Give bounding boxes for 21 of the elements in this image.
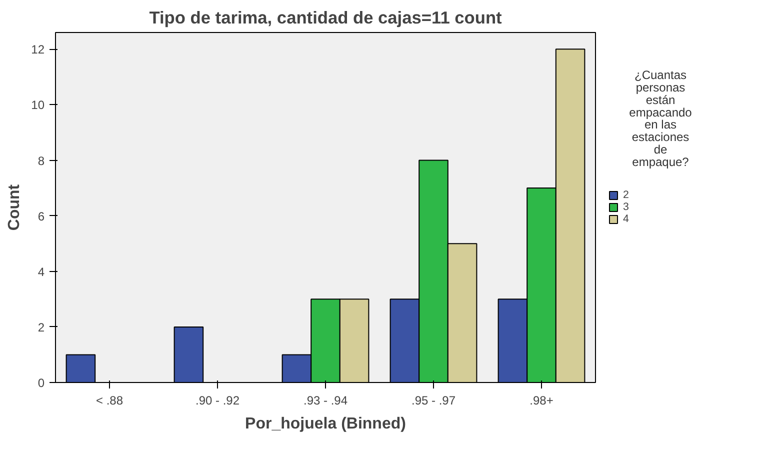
y-tick-label: 12 xyxy=(31,42,45,57)
legend-label: 4 xyxy=(623,213,630,225)
y-tick-label: 0 xyxy=(38,376,45,390)
y-axis-title: Count xyxy=(6,184,24,231)
x-axis-title: Por_hojuela (Binned) xyxy=(245,416,406,432)
x-tick-label: .90 - .92 xyxy=(195,394,240,408)
bar xyxy=(66,354,96,382)
chart-title: Tipo de tarima, cantidad de cajas=11 count xyxy=(149,8,502,28)
y-tick-label: 4 xyxy=(38,264,45,279)
bar xyxy=(174,326,204,382)
x-tick-label: .95 - .97 xyxy=(411,394,456,408)
y-tick-label: 8 xyxy=(38,154,45,168)
legend-title: ¿Cuantas personas están empacando en las estaciones de empaque? xyxy=(629,68,692,169)
y-tick-label: 10 xyxy=(31,98,45,112)
x-tick-label: .93 - .94 xyxy=(303,394,348,408)
legend-label: 3 xyxy=(623,201,630,213)
y-tick-label: 6 xyxy=(38,209,45,224)
y-tick-label: 2 xyxy=(38,320,45,334)
x-tick-label: < .88 xyxy=(96,394,124,408)
x-tick-label: .98+ xyxy=(530,394,554,408)
legend-label: 2 xyxy=(623,189,630,201)
